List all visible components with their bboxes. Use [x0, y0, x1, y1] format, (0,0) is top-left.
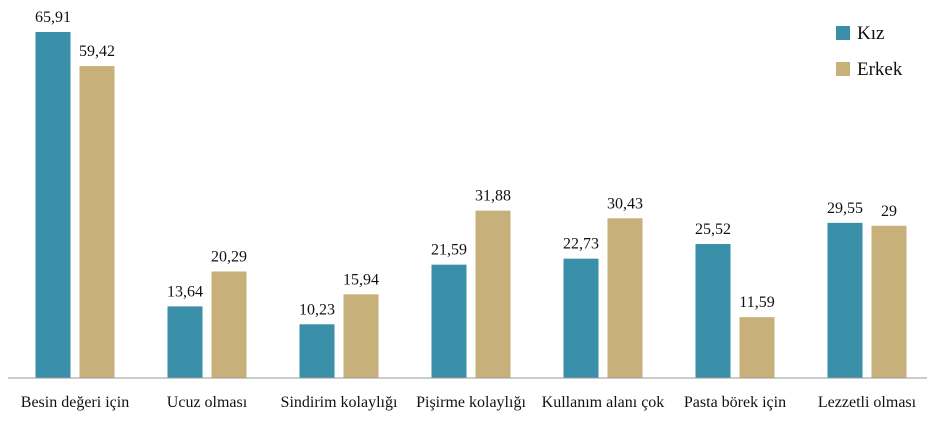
- bar: [79, 66, 115, 378]
- data-label: 20,29: [211, 248, 247, 265]
- bar: [563, 258, 599, 378]
- x-tick-label: Pişirme kolaylığı: [416, 394, 526, 411]
- x-tick-label: Pasta börek için: [683, 394, 787, 411]
- data-label: 29: [881, 203, 897, 220]
- bar: [827, 222, 863, 378]
- x-tick-label: Besin değeri için: [20, 394, 130, 411]
- bar: [695, 244, 731, 378]
- legend-swatch: [836, 26, 850, 40]
- bar: [343, 294, 379, 378]
- data-label: 25,52: [695, 221, 731, 238]
- data-label: 21,59: [431, 242, 467, 259]
- bar: [607, 218, 643, 378]
- bar: [739, 317, 775, 378]
- x-tick-label: Kullanım alanı çok: [541, 394, 665, 411]
- data-label: 59,42: [79, 43, 115, 60]
- data-label: 30,43: [607, 195, 643, 212]
- data-label: 15,94: [343, 271, 379, 288]
- bar: [167, 306, 203, 378]
- data-label: 13,64: [167, 283, 203, 300]
- legend-label: Kız: [857, 23, 884, 44]
- legend-swatch: [836, 62, 850, 76]
- data-label: 11,59: [739, 294, 774, 311]
- data-label: 65,91: [35, 9, 71, 26]
- bar: [299, 324, 335, 378]
- bar: [871, 225, 907, 378]
- x-tick-label: Ucuz olması: [166, 394, 248, 411]
- data-label: 22,73: [563, 236, 599, 253]
- x-tick-label: Lezzetli olması: [817, 394, 917, 411]
- legend-label: Erkek: [857, 59, 903, 80]
- bar: [211, 271, 247, 378]
- x-tick-label: Sindirim kolaylığı: [280, 394, 398, 411]
- data-label: 29,55: [827, 200, 863, 217]
- bar: [35, 32, 71, 378]
- data-label: 10,23: [299, 301, 335, 318]
- data-label: 31,88: [475, 188, 511, 205]
- bar: [475, 210, 511, 378]
- bar: [431, 264, 467, 378]
